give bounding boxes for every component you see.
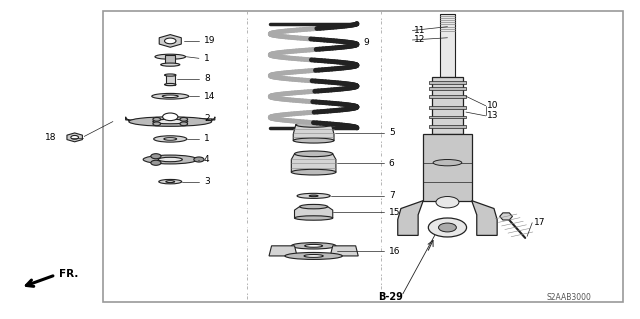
- Polygon shape: [330, 246, 358, 256]
- Bar: [429, 95, 466, 98]
- Circle shape: [194, 157, 204, 162]
- Polygon shape: [397, 201, 423, 235]
- Ellipse shape: [297, 193, 330, 198]
- Ellipse shape: [300, 204, 328, 209]
- Ellipse shape: [304, 255, 323, 257]
- Bar: [429, 81, 466, 84]
- Polygon shape: [294, 207, 333, 218]
- Ellipse shape: [294, 151, 333, 157]
- Text: S2AAB3000: S2AAB3000: [546, 293, 591, 301]
- Circle shape: [180, 122, 188, 126]
- Text: 3: 3: [204, 177, 210, 186]
- Text: 8: 8: [204, 74, 210, 83]
- Polygon shape: [125, 117, 215, 126]
- Ellipse shape: [153, 119, 188, 124]
- Bar: [103, 11, 623, 302]
- Polygon shape: [291, 154, 336, 172]
- Ellipse shape: [305, 244, 323, 247]
- Polygon shape: [67, 133, 83, 142]
- Text: 10: 10: [487, 101, 499, 110]
- Circle shape: [436, 197, 459, 208]
- Text: 17: 17: [534, 218, 545, 227]
- Circle shape: [153, 122, 161, 126]
- Text: 7: 7: [389, 191, 395, 200]
- Bar: [429, 116, 466, 118]
- Text: 14: 14: [204, 92, 216, 101]
- Polygon shape: [159, 34, 181, 47]
- Text: 11: 11: [414, 26, 426, 35]
- Text: 1: 1: [204, 134, 210, 144]
- Ellipse shape: [129, 117, 212, 126]
- Circle shape: [153, 117, 161, 121]
- Bar: [431, 77, 463, 134]
- Ellipse shape: [163, 95, 178, 98]
- Polygon shape: [500, 213, 513, 220]
- Bar: [429, 125, 466, 128]
- Text: 15: 15: [389, 208, 401, 217]
- Circle shape: [428, 218, 467, 237]
- Ellipse shape: [152, 93, 189, 99]
- Text: 16: 16: [389, 247, 401, 256]
- Circle shape: [163, 113, 178, 121]
- Bar: [423, 134, 472, 201]
- Ellipse shape: [166, 181, 175, 182]
- Ellipse shape: [291, 243, 336, 249]
- Ellipse shape: [433, 160, 462, 166]
- Ellipse shape: [164, 84, 176, 86]
- Circle shape: [180, 117, 188, 121]
- Ellipse shape: [159, 179, 182, 184]
- Ellipse shape: [155, 54, 186, 59]
- Text: 4: 4: [204, 155, 210, 164]
- Polygon shape: [293, 125, 334, 141]
- Text: 19: 19: [204, 36, 216, 45]
- Text: 1: 1: [204, 54, 210, 63]
- Ellipse shape: [296, 122, 332, 127]
- Circle shape: [151, 154, 161, 159]
- Text: B-29: B-29: [378, 292, 403, 302]
- Bar: [165, 55, 175, 65]
- Circle shape: [438, 223, 456, 232]
- Circle shape: [151, 160, 161, 165]
- Text: FR.: FR.: [59, 269, 78, 279]
- Text: 18: 18: [45, 133, 56, 143]
- Text: 6: 6: [389, 159, 395, 168]
- Circle shape: [164, 38, 176, 44]
- Text: 2: 2: [204, 114, 210, 123]
- Ellipse shape: [309, 195, 318, 197]
- Ellipse shape: [161, 63, 180, 66]
- Bar: [429, 87, 466, 90]
- Ellipse shape: [285, 252, 342, 259]
- Ellipse shape: [154, 136, 187, 142]
- Bar: [429, 106, 466, 109]
- Ellipse shape: [143, 155, 197, 164]
- Ellipse shape: [293, 138, 334, 143]
- Text: 5: 5: [389, 128, 395, 137]
- Polygon shape: [269, 246, 297, 256]
- Bar: [440, 14, 455, 77]
- Text: 12: 12: [414, 35, 426, 44]
- Circle shape: [71, 136, 79, 139]
- Text: 13: 13: [487, 111, 499, 120]
- Polygon shape: [472, 201, 497, 235]
- Ellipse shape: [291, 169, 336, 175]
- Ellipse shape: [158, 157, 182, 162]
- Ellipse shape: [294, 216, 333, 220]
- Text: 9: 9: [364, 38, 369, 47]
- Ellipse shape: [164, 74, 176, 76]
- Ellipse shape: [164, 138, 177, 140]
- Bar: [166, 75, 175, 85]
